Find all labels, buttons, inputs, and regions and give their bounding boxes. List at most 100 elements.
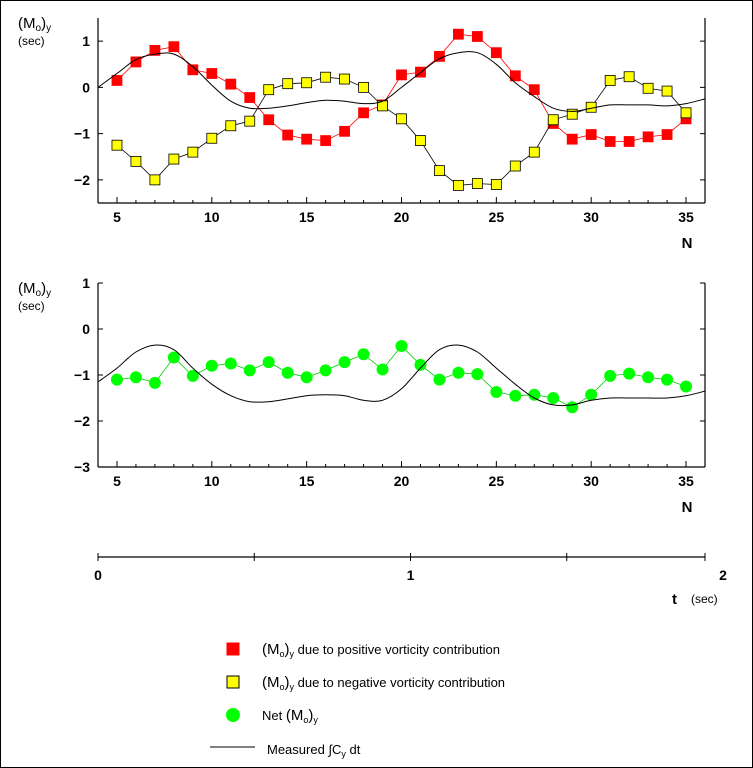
top-panel-negative-point (225, 120, 237, 132)
top-panel-negative-point (263, 84, 275, 96)
bottom-panel-net-point (186, 369, 199, 382)
legend-prefix: (M (262, 641, 280, 658)
legend-sub: o (280, 682, 285, 692)
bottom-panel-net-point (319, 364, 332, 377)
top-panel-positive-point (528, 84, 540, 96)
bottom-panel-measured-curve (97, 344, 706, 407)
bottom-panel-y-label-close: ) (41, 280, 46, 297)
bottom-panel-net-point (167, 351, 180, 364)
top-panel-negative-point (453, 180, 464, 191)
bottom-panel-y-tick-label: −2 (74, 413, 90, 429)
top-panel-x-tick-label: 35 (678, 209, 694, 225)
legend-sub2: y (290, 649, 295, 659)
top-panel-x-tick-label: 5 (113, 209, 121, 225)
top-panel-positive-point (320, 135, 332, 146)
legend-marker-red-square (226, 642, 240, 656)
legend-sub: o (303, 715, 308, 725)
legend-prefix: (M (262, 674, 280, 691)
top-panel-negative-point (680, 107, 692, 119)
top-panel-negative-point (358, 81, 369, 93)
top-panel-y-label-sub2: y (46, 23, 51, 34)
top-panel-positive-point (604, 136, 616, 147)
top-panel-negative-point (471, 178, 483, 189)
top-panel-positive-point (282, 129, 294, 141)
top-panel-positive-point (471, 31, 483, 42)
top-panel-negative-point (320, 71, 332, 83)
bottom-panel-y-label-sub2: y (46, 288, 51, 299)
legend-prefix: (M (286, 707, 304, 724)
top-panel-y-axis-unit: (sec) (18, 34, 45, 48)
top-panel-negative-point (187, 146, 199, 158)
bottom-panel-net-point (414, 358, 427, 371)
top-panel-positive-point (642, 131, 654, 143)
bottom-panel-y-tick-label: 1 (82, 275, 90, 291)
top-panel-negative-point (604, 75, 616, 86)
top-panel-y-tick-label: 0 (82, 79, 90, 95)
top-panel-negative-point (547, 114, 559, 126)
time-axis-unit: (sec) (691, 592, 718, 606)
bottom-panel-x-tick-label: 5 (113, 473, 121, 489)
top-panel-positive-point (490, 47, 502, 59)
legend-before: Net (262, 708, 286, 723)
top-panel-positive-point (585, 129, 597, 140)
top-panel-measured-curve (97, 51, 706, 112)
bottom-panel-y-label-sub: o (36, 288, 42, 299)
bottom-panel-net-point (129, 371, 142, 384)
top-panel-positive-point (130, 56, 142, 68)
top-panel-negative-point (149, 174, 161, 186)
legend-close: ) (285, 641, 290, 658)
top-panel-x-tick-label: 30 (583, 209, 599, 225)
top-panel-negative-point (168, 153, 180, 165)
bottom-panel-net-point (490, 386, 503, 399)
top-panel-x-axis-label: N (682, 235, 693, 252)
bottom-panel-net-point (528, 388, 541, 401)
top-panel-negative-point (509, 160, 521, 172)
legend-close: ) (308, 707, 313, 724)
top-panel-x-tick-label: 10 (204, 209, 220, 225)
bottom-panel-net-point (433, 373, 446, 386)
top-panel-negative-point (339, 73, 350, 85)
top-panel-positive-point (187, 64, 199, 76)
top-panel-y-label-close: ) (41, 15, 46, 32)
legend-entry-2: (Mo)y due to negative vorticity contribu… (262, 674, 505, 692)
top-panel-positive-point (509, 70, 521, 82)
time-axis-tick-label: 1 (407, 567, 415, 583)
top-panel-y-tick-label: 1 (82, 33, 90, 49)
top-panel-positive-point (225, 78, 237, 90)
top-panel-negative-point (206, 132, 218, 144)
top-panel-y-axis-label: (Mo)y (18, 15, 51, 34)
bottom-panel-net-point (623, 367, 636, 380)
bottom-panel-net-point (224, 357, 237, 370)
bottom-panel-y-axis-unit: (sec) (18, 299, 45, 313)
top-panel-negative-point (434, 165, 445, 177)
top-panel-negative-line (116, 76, 687, 186)
bottom-panel-net-point (148, 376, 161, 389)
legend-entry-4: Measured ∫Cy dt (267, 742, 361, 759)
legend-close: ) (285, 674, 290, 691)
top-panel-positive-point (339, 125, 350, 137)
top-panel-positive-point (149, 44, 161, 56)
bottom-panel-x-tick-label: 25 (489, 473, 505, 489)
top-panel-negative-point (130, 155, 142, 167)
legend-after: dt (346, 742, 361, 757)
top-panel-y-tick-label: −1 (74, 126, 90, 142)
top-panel-positive-point (453, 28, 464, 40)
legend-marker-yellow-square (226, 675, 240, 689)
bottom-panel-net-point (110, 373, 123, 386)
top-panel-negative-point (282, 78, 294, 90)
bottom-panel-net-point (205, 359, 218, 372)
bottom-panel-y-tick-label: −1 (74, 367, 90, 383)
bottom-panel-x-tick-label: 10 (204, 473, 220, 489)
bottom-panel-net-point (680, 380, 693, 393)
top-panel-negative-point (301, 77, 313, 89)
bottom-panel-net-point (338, 356, 351, 369)
top-panel-negative-point (566, 108, 578, 120)
time-axis-tick-label: 2 (719, 567, 727, 583)
top-panel-positive-point (623, 136, 635, 147)
top-panel-negative-point (623, 71, 635, 83)
bottom-panel-x-tick-label: 15 (299, 473, 315, 489)
bottom-panel-net-point (452, 366, 465, 379)
top-panel-y-label-main: (M (18, 15, 36, 32)
legend-text: due to positive vorticity contribution (294, 642, 500, 657)
top-panel-negative-point (415, 135, 426, 146)
